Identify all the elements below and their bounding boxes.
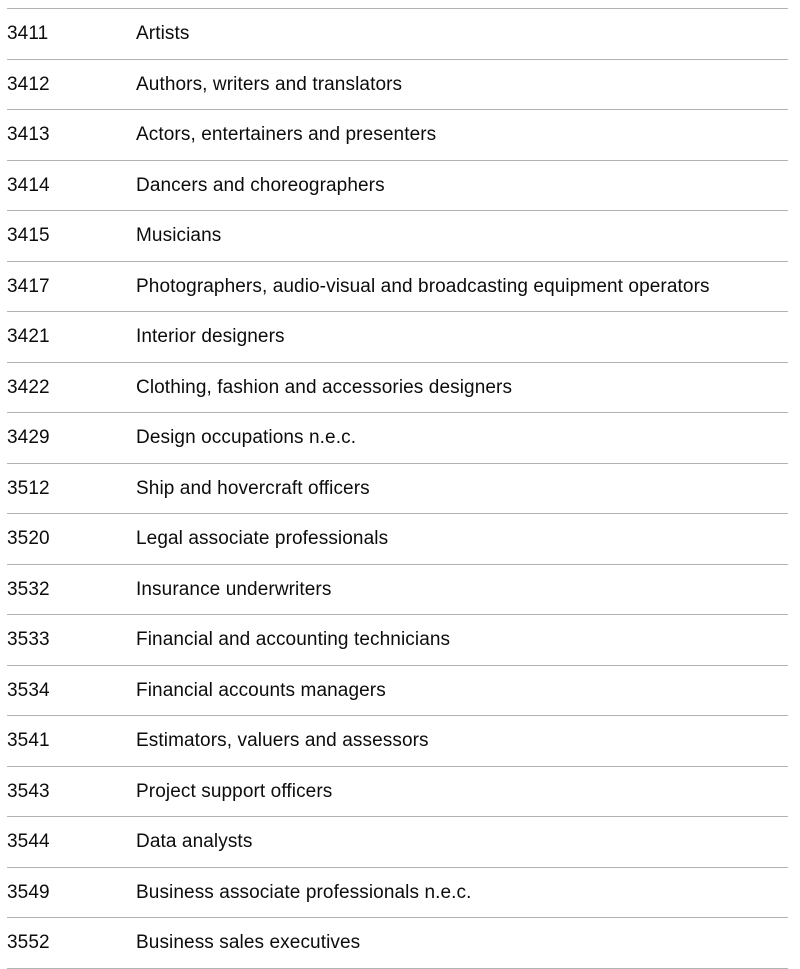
occupation-name-cell: Insurance underwriters	[136, 578, 332, 600]
occupation-code-cell: 3532	[7, 578, 50, 600]
occupation-name-cell: Estimators, valuers and assessors	[136, 730, 429, 751]
occupation-code-cell: 3541	[7, 730, 50, 751]
occupation-name-cell: Actors, entertainers and presenters	[136, 124, 437, 145]
occupation-name-cell: Clothing, fashion and accessories design…	[136, 376, 513, 398]
occupation-name-cell: Business associate professionals n.e.c.	[136, 881, 472, 903]
occupation-name-cell: Dancers and choreographers	[136, 174, 385, 196]
occupation-name-cell: Photographers, audio-visual and broadcas…	[136, 275, 710, 297]
table-row: 3512 Ship and hovercraft officers	[7, 463, 788, 514]
table-row: 3417 Photographers, audio-visual and broa…	[7, 261, 788, 312]
occupation-name-cell: Data analysts	[136, 831, 253, 852]
table-row: 3534 Financial accounts managers	[7, 665, 788, 716]
occupation-code-cell: 3413	[7, 124, 50, 145]
table-container: 3411 Artists 3412 Authors, writers and tran…	[7, 8, 788, 969]
table-row: 3411 Artists	[7, 9, 788, 59]
occupation-code-cell: 3417	[7, 275, 50, 297]
occupation-name-cell: Legal associate professionals	[136, 528, 389, 549]
occupation-code-cell: 3544	[7, 831, 50, 852]
table-row: 3422 Clothing, fashion and accessories de…	[7, 362, 788, 413]
occupation-code-cell: 3543	[7, 780, 50, 802]
occupation-code-cell: 3534	[7, 679, 50, 701]
table-row: 3520 Legal associate professionals	[7, 514, 788, 564]
table-row: 3552 Business sales executives	[7, 918, 788, 968]
occupation-name-cell: Design occupations n.e.c.	[136, 427, 357, 448]
occupation-code-cell: 3411	[7, 23, 49, 44]
occupation-name-cell: Musicians	[136, 225, 222, 246]
occupation-code-cell: 3414	[7, 174, 50, 196]
table-row: 3549 Business associate professionals n.e…	[7, 867, 788, 918]
occupation-name-cell: Artists	[136, 23, 190, 44]
occupation-name-cell: Project support officers	[136, 780, 333, 802]
occupation-name-cell: Interior designers	[136, 326, 285, 347]
occupation-code-cell: 3549	[7, 881, 50, 903]
occupation-code-cell: 3422	[7, 376, 50, 398]
table-row: 3532 Insurance underwriters	[7, 564, 788, 615]
table-row: 3429 Design occupations n.e.c.	[7, 413, 788, 463]
table-row: 3533 Financial and accounting technicians	[7, 615, 788, 665]
table-row: 3421 Interior designers	[7, 312, 788, 362]
occupation-codes-table: 3411 Artists 3412 Authors, writers and tran…	[7, 8, 788, 969]
occupation-code-cell: 3520	[7, 528, 50, 549]
table-row: 3415 Musicians	[7, 211, 788, 261]
occupation-code-cell: 3415	[7, 225, 50, 246]
occupation-code-cell: 3412	[7, 73, 50, 95]
table-row: 3412 Authors, writers and translators	[7, 59, 788, 110]
table-row: 3414 Dancers and choreographers	[7, 160, 788, 211]
occupation-name-cell: Ship and hovercraft officers	[136, 477, 370, 499]
occupation-code-cell: 3552	[7, 932, 50, 953]
occupation-name-cell: Business sales executives	[136, 932, 361, 953]
occupation-name-cell: Authors, writers and translators	[136, 73, 403, 95]
occupation-code-cell: 3533	[7, 629, 50, 650]
occupation-code-cell: 3512	[7, 477, 50, 499]
table-row: 3543 Project support officers	[7, 766, 788, 817]
table-row: 3413 Actors, entertainers and presenters	[7, 110, 788, 160]
table-row: 3544 Data analysts	[7, 817, 788, 867]
occupation-code-cell: 3421	[7, 326, 50, 347]
occupation-name-cell: Financial and accounting technicians	[136, 629, 451, 650]
table-body: 3411 Artists 3412 Authors, writers and tran…	[7, 8, 788, 968]
occupation-name-cell: Financial accounts managers	[136, 679, 386, 701]
occupation-code-cell: 3429	[7, 427, 50, 448]
table-row: 3541 Estimators, valuers and assessors	[7, 716, 788, 766]
